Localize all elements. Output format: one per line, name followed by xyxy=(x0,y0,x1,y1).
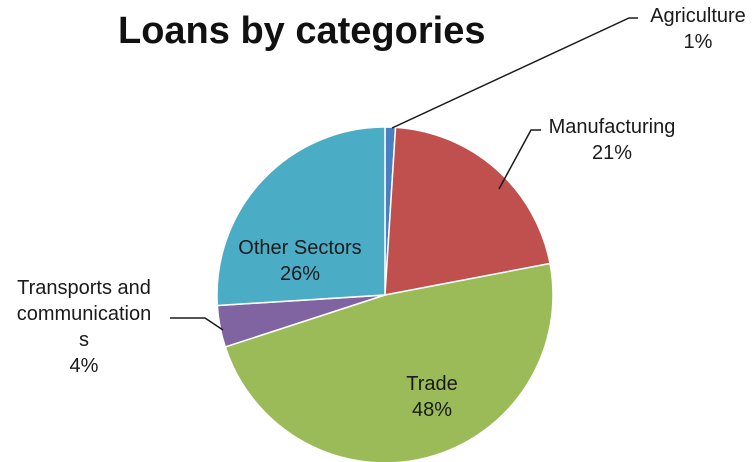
slice-manufacturing xyxy=(384,126,551,296)
slice-label-other-sectors: Other Sectors xyxy=(238,237,361,259)
leader-line-agriculture xyxy=(391,17,638,129)
chart-title: Loans by categories xyxy=(118,10,486,52)
slice-percent-manufacturing: 21% xyxy=(592,142,632,164)
slice-label-transports-and-communication-s: s xyxy=(79,329,89,351)
slice-percent-agriculture: 1% xyxy=(684,31,713,53)
slice-percent-trade: 48% xyxy=(412,399,452,421)
leader-line-manufacturing xyxy=(498,129,541,190)
leader-lines xyxy=(170,17,638,331)
leader-line-transports-and-communication-s xyxy=(170,317,224,331)
slice-label-transports-and-communication-s: communication xyxy=(17,303,152,325)
slice-label-manufacturing: Manufacturing xyxy=(549,116,676,138)
slice-trade xyxy=(224,262,554,462)
slice-other-sectors xyxy=(216,126,386,307)
slice-label-trade: Trade xyxy=(406,373,458,395)
slice-label-agriculture: Agriculture xyxy=(650,5,746,27)
slice-label-transports-and-communication-s: Transports and xyxy=(17,277,151,299)
slice-labels: Agriculture 1% Manufacturing 21% Trade 48% Tra… xyxy=(17,5,746,421)
pie-slices xyxy=(216,126,554,462)
slice-percent-transports-and-communication-s: 4% xyxy=(70,355,99,377)
slice-percent-other-sectors: 26% xyxy=(280,263,320,285)
